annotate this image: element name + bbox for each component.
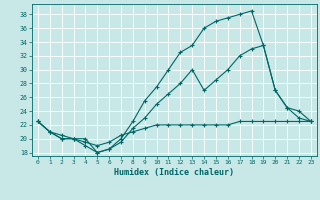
X-axis label: Humidex (Indice chaleur): Humidex (Indice chaleur)	[115, 168, 234, 177]
